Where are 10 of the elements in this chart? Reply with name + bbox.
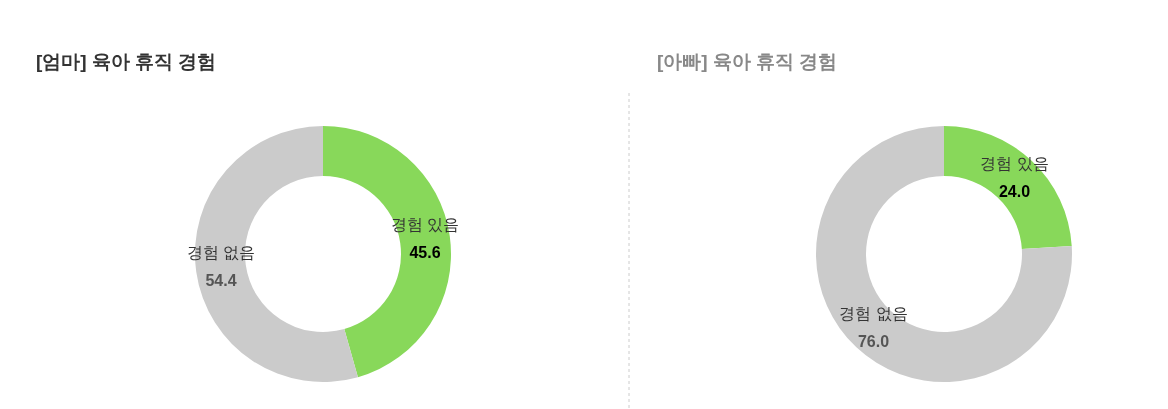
chart-title: [아빠] 육아 휴직 경험 <box>657 51 838 72</box>
donut-slice <box>816 126 1072 382</box>
data-label: 54.4 <box>205 272 237 290</box>
data-label: 45.6 <box>409 243 441 261</box>
data-label: 76.0 <box>857 333 890 351</box>
slice-label: 경험 없음 <box>839 305 908 323</box>
chart-title: [엄마] 육아 휴직 경험 <box>36 51 217 72</box>
slice-label: 경험 없음 <box>186 244 256 262</box>
data-label: 24.0 <box>998 182 1031 200</box>
donut-slice <box>944 126 1072 250</box>
